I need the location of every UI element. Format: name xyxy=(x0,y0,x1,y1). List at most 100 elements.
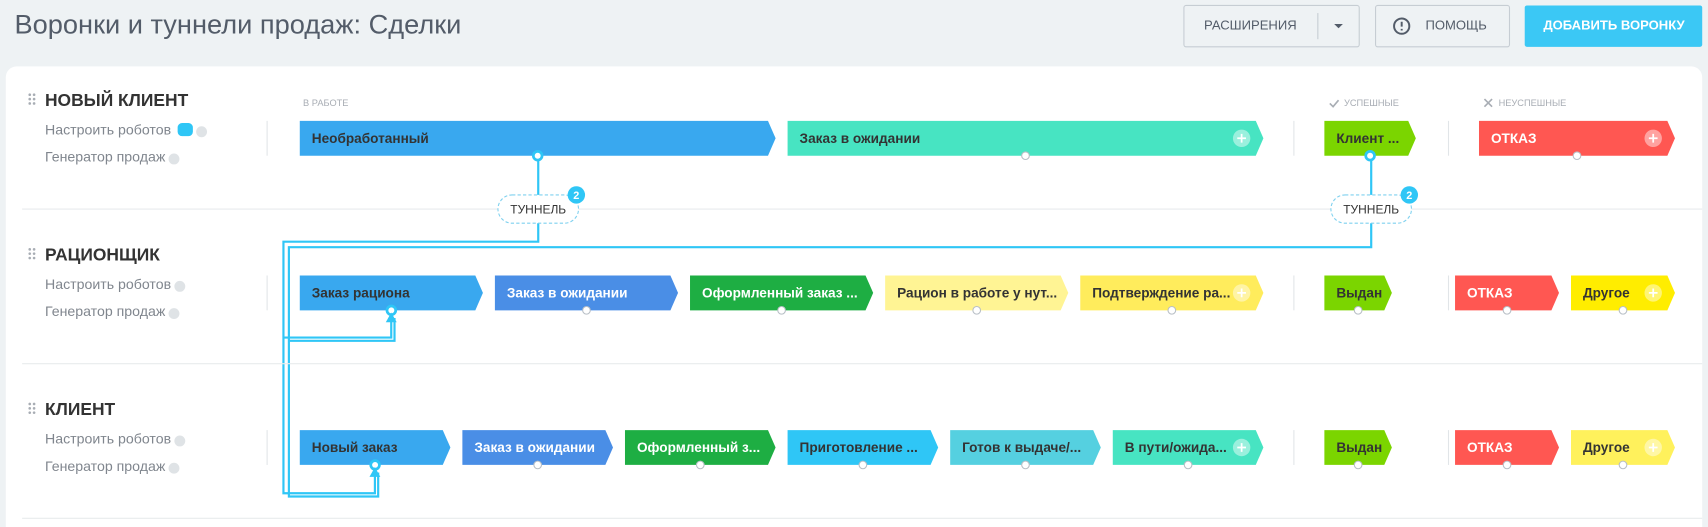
stage-connector xyxy=(858,460,868,470)
add-funnel-button[interactable] xyxy=(1524,5,1703,47)
funnel-name: РАЦИОНЩИК xyxy=(45,244,160,264)
stage-label: Оформленный заказ ... xyxy=(702,286,858,301)
generator-link[interactable]: Генератор продаж xyxy=(45,303,166,319)
drag-handle xyxy=(28,93,32,97)
stage[interactable] xyxy=(1324,430,1392,465)
stage-label: Заказ в ожидании xyxy=(800,131,921,146)
stage[interactable] xyxy=(462,430,614,465)
stage-connector xyxy=(1021,151,1030,161)
tunnel-box[interactable] xyxy=(1330,194,1413,224)
stage-label: Другое xyxy=(1583,440,1630,455)
stage[interactable] xyxy=(1571,275,1675,311)
stage-label: В пути/ожида... xyxy=(1125,440,1227,455)
hint-icon xyxy=(168,153,180,165)
stage-label: Приготовление ... xyxy=(800,440,918,455)
help-icon xyxy=(1393,17,1411,35)
stage[interactable] xyxy=(1080,275,1264,311)
stage-connector xyxy=(1502,460,1512,470)
add-stage-plus xyxy=(1237,133,1246,143)
stage[interactable] xyxy=(787,120,1264,156)
stage-label: Выдан xyxy=(1336,286,1382,301)
stage-label: ОТКАЗ xyxy=(1491,131,1537,146)
stage[interactable] xyxy=(299,430,451,465)
extensions-button[interactable] xyxy=(1183,4,1360,48)
robots-link[interactable]: Настроить роботов xyxy=(45,276,171,292)
stage-connector xyxy=(1167,305,1177,315)
stage[interactable] xyxy=(624,430,776,465)
success-icon xyxy=(1329,99,1340,108)
column-label: НЕУСПЕШНЫЕ xyxy=(1499,98,1567,108)
stage-connector xyxy=(972,305,982,315)
stage[interactable] xyxy=(1112,430,1264,465)
stage[interactable] xyxy=(299,120,776,156)
tunnel-count: 2 xyxy=(573,190,579,202)
stage-connector xyxy=(1364,149,1376,162)
stage-label: Заказ рациона xyxy=(312,286,410,301)
drag-handle xyxy=(32,93,36,97)
tunnel-badge xyxy=(567,186,586,204)
drag-handle xyxy=(32,248,36,251)
drag-handle xyxy=(28,402,32,406)
add-stage-plus xyxy=(1237,443,1246,452)
drag-handle xyxy=(28,248,32,251)
robots-link[interactable]: Настроить роботов xyxy=(45,121,171,137)
stage[interactable] xyxy=(690,275,874,311)
stage-label: Оформленный з... xyxy=(637,440,760,455)
stage-connector xyxy=(1183,460,1193,470)
robots-link[interactable]: Настроить роботов xyxy=(45,431,171,447)
help-label: ПОМОЩЬ xyxy=(1425,18,1486,33)
generator-link[interactable]: Генератор продаж xyxy=(45,149,166,165)
column-label: УСПЕШНЫЕ xyxy=(1344,98,1399,108)
stage-label: Клиент ... xyxy=(1336,131,1399,146)
drag-handle xyxy=(28,97,32,101)
stage-connector xyxy=(777,305,786,315)
drag-handle xyxy=(28,256,32,260)
stage[interactable] xyxy=(1324,275,1392,311)
add-stage-plus xyxy=(1237,288,1246,298)
funnel-name: КЛИЕНТ xyxy=(45,399,116,419)
tunnel-arrow xyxy=(369,467,381,477)
drag-handle xyxy=(32,407,36,410)
stage-label: Выдан xyxy=(1336,440,1382,455)
drag-handle xyxy=(32,102,36,105)
stage-connector xyxy=(533,460,543,470)
stage[interactable] xyxy=(885,275,1069,311)
stage[interactable] xyxy=(1324,120,1416,156)
stage[interactable] xyxy=(1571,430,1675,465)
stage-connector xyxy=(1353,460,1363,470)
page-title: Воронки и туннели продаж: Сделки xyxy=(15,8,462,39)
hint-icon xyxy=(174,280,186,292)
stage[interactable] xyxy=(787,430,939,465)
add-funnel-label: ДОБАВИТЬ ВОРОНКУ xyxy=(1543,18,1685,33)
stage[interactable] xyxy=(1455,275,1560,311)
tunnel-badge xyxy=(1400,186,1419,204)
tunnel-label: ТУННЕЛЬ xyxy=(510,202,566,216)
column-label: В РАБОТЕ xyxy=(303,98,348,108)
stage-label: Готов к выдаче/... xyxy=(962,440,1081,455)
stage-connector xyxy=(582,305,591,315)
hint-icon xyxy=(168,462,180,474)
stage-label: ОТКАЗ xyxy=(1467,286,1513,301)
hint-icon xyxy=(168,308,180,320)
stage[interactable] xyxy=(950,430,1101,465)
generator-link[interactable]: Генератор продаж xyxy=(45,458,166,474)
drag-handle xyxy=(28,411,32,414)
drag-handle xyxy=(28,407,32,410)
robot-icon xyxy=(177,123,193,137)
tunnel-line xyxy=(287,155,1373,498)
stage[interactable] xyxy=(1478,120,1675,156)
stage-label: Заказ в ожидании xyxy=(507,286,628,301)
tunnel-box[interactable] xyxy=(497,194,580,224)
stage[interactable] xyxy=(299,275,483,311)
stage-connector xyxy=(531,149,544,162)
drag-handle xyxy=(32,97,36,101)
stage-label: Необработанный xyxy=(312,131,429,146)
stage[interactable] xyxy=(494,275,679,311)
stage-label: Рацион в работе у нут... xyxy=(897,286,1057,301)
stage-label: Подтверждение ра... xyxy=(1092,286,1230,301)
help-button[interactable] xyxy=(1375,4,1511,48)
stage[interactable] xyxy=(1455,430,1560,465)
tunnel-count: 2 xyxy=(1406,190,1412,202)
